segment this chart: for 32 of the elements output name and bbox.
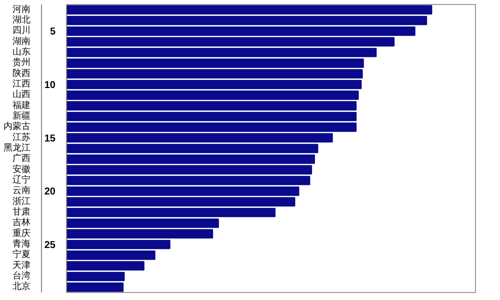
y-tick-label: 河南 <box>12 4 30 15</box>
y-tick-label: 宁夏 <box>12 249 30 260</box>
y-tick-label: 北京 <box>12 281 30 292</box>
y-tick-label: 浙江 <box>12 196 30 207</box>
y-tick-label: 四川 <box>12 25 30 36</box>
y-tick-label: 山西 <box>12 89 30 100</box>
y-tick-label: 内蒙古 <box>4 121 30 132</box>
text: 20 <box>44 186 56 198</box>
y-tick-label: 黑龙江 <box>4 142 30 154</box>
text: 5 <box>50 26 56 38</box>
y-tick-label: 青海 <box>12 238 30 250</box>
y-tick-label: 山东 <box>12 46 30 58</box>
y-tick-label: 广西 <box>12 153 30 164</box>
text: 10 <box>44 80 56 91</box>
y-tick-label: 贵州 <box>12 57 30 68</box>
y-tick-label: 湖北 <box>12 14 30 26</box>
y-tick-label: 江苏 <box>12 132 30 143</box>
y-tick-label: 吉林 <box>12 217 30 228</box>
y-tick-label: 新疆 <box>12 110 30 122</box>
y-tick-label: 天津 <box>12 260 30 271</box>
text: 25 <box>44 240 56 251</box>
y-tick-label: 云南 <box>12 185 30 196</box>
y-tick-label: 甘肃 <box>12 206 30 218</box>
y-tick-label: 重庆 <box>12 228 30 239</box>
y-tick-label: 江西 <box>12 78 30 90</box>
y-tick-label: 湖南 <box>12 36 30 47</box>
y-tick-label: 辽宁 <box>12 174 30 186</box>
y-tick-label: 安徽 <box>12 164 30 175</box>
y-tick-label: 陕西 <box>12 68 30 79</box>
y-tick-label: 福建 <box>12 100 30 111</box>
y-tick-label: 台湾 <box>12 270 30 282</box>
text: 15 <box>44 133 56 144</box>
